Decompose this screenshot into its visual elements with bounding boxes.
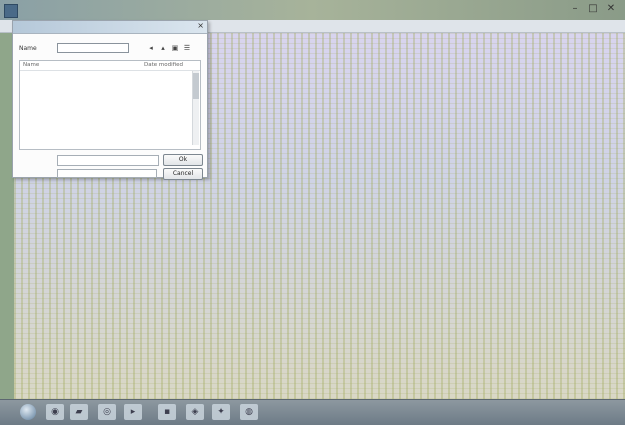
new-folder-icon[interactable]: ▣ [171,44,179,52]
column-header-date[interactable]: Date modified [144,62,183,68]
open-button[interactable]: Ok [163,154,203,166]
app-icon [4,4,18,18]
list-item[interactable] [20,82,190,91]
back-icon[interactable]: ◂ [149,44,153,52]
look-in-dropdown[interactable] [57,43,129,53]
start-orb-icon[interactable] [20,404,36,420]
minimize-button[interactable]: – [572,3,578,14]
dialog-titlebar: × [13,21,207,34]
file-name-input[interactable] [57,155,159,166]
list-item[interactable] [20,112,190,121]
look-in-label: Name [19,45,37,52]
list-item[interactable] [20,92,190,101]
browser-icon[interactable]: ◎ [98,404,116,420]
taskbar: ◉ ▰ ◎ ▸ ▪ ◈ ✦ ◍ [0,399,625,425]
file-list-header: Name Date modified [20,61,200,71]
scrollbar-thumb[interactable] [193,73,199,99]
file-type-dropdown[interactable] [57,169,157,178]
column-header-name[interactable]: Name [23,62,40,68]
list-item[interactable] [20,102,190,111]
window-controls: – □ ✕ [569,3,617,15]
list-item[interactable] [20,72,190,81]
dialog-close-icon[interactable]: × [197,21,204,30]
explorer-icon[interactable]: ◉ [46,404,64,420]
up-folder-icon[interactable]: ▴ [161,44,165,52]
file-list[interactable]: Name Date modified [19,60,201,150]
cancel-button[interactable]: Cancel [163,168,203,180]
file-list-scrollbar[interactable] [192,71,199,145]
close-button[interactable]: ✕ [606,3,616,14]
look-in-row: Name ◂ ▴ ▣ ☰ [19,43,201,55]
folder-icon[interactable]: ▰ [70,404,88,420]
active-app-icon[interactable]: ◍ [240,404,258,420]
file-open-dialog: × Name ◂ ▴ ▣ ☰ Name Date modified [12,20,208,180]
file-type-row [19,169,201,179]
app-titlebar: – □ ✕ [0,0,625,20]
view-menu-icon[interactable]: ☰ [183,44,191,52]
dialog-toolbar: ◂ ▴ ▣ ☰ [147,44,191,53]
app-icon[interactable]: ▪ [158,404,176,420]
app-icon-2[interactable]: ◈ [186,404,204,420]
settings-icon[interactable]: ✦ [212,404,230,420]
file-name-row [19,155,201,166]
maximize-button[interactable]: □ [588,3,598,14]
media-icon[interactable]: ▸ [124,404,142,420]
